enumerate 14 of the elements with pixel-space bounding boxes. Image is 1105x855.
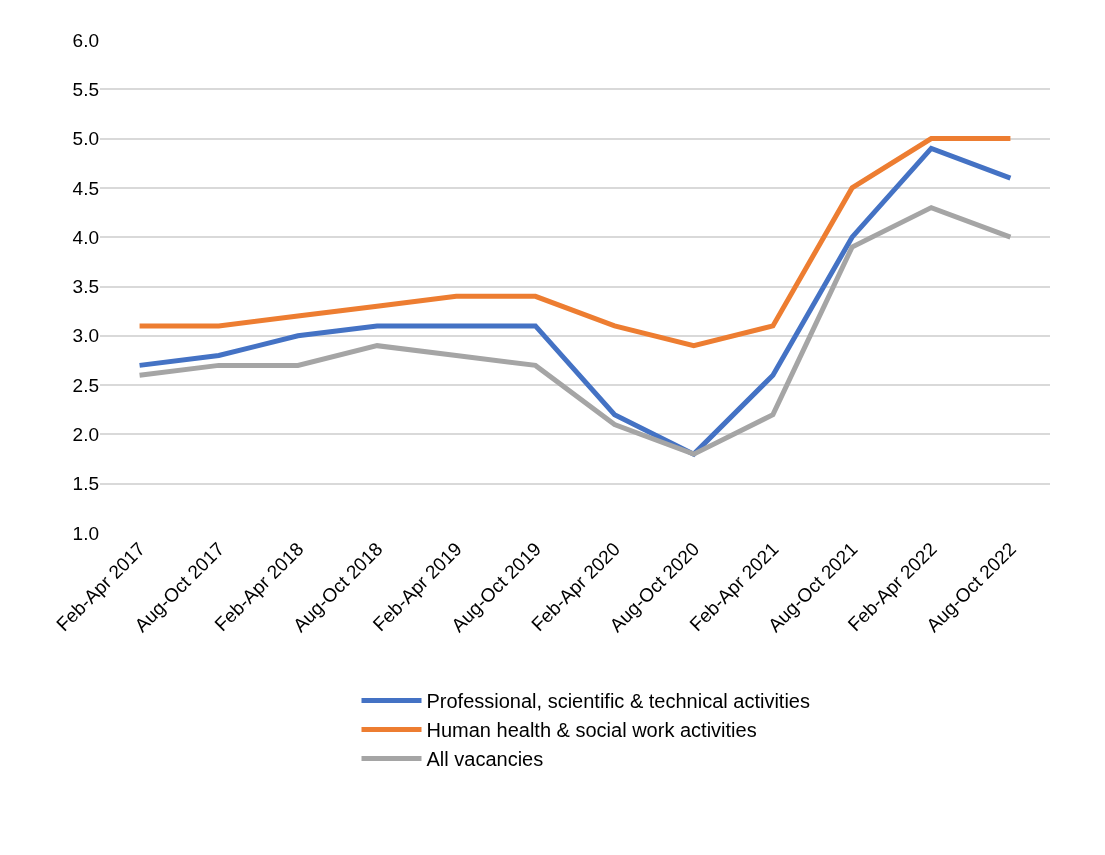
legend-label: Human health & social work activities bbox=[426, 719, 757, 742]
y-tick-label: 3.0 bbox=[72, 325, 99, 347]
y-tick-label: 6.0 bbox=[72, 29, 99, 51]
y-tick-label: 1.0 bbox=[72, 522, 99, 544]
y-tick-label: 1.5 bbox=[72, 473, 99, 495]
y-tick-label: 4.5 bbox=[72, 177, 99, 199]
y-tick-label: 5.5 bbox=[72, 78, 99, 100]
y-tick-label: 2.5 bbox=[72, 374, 99, 396]
legend-label: All vacancies bbox=[426, 748, 544, 771]
y-tick-label: 5.0 bbox=[72, 128, 99, 150]
y-tick-label: 4.0 bbox=[72, 226, 99, 248]
legend-label: Professional, scientific & technical activities bbox=[426, 690, 810, 713]
y-tick-label: 3.5 bbox=[72, 276, 99, 298]
y-tick-label: 2.0 bbox=[72, 424, 99, 446]
